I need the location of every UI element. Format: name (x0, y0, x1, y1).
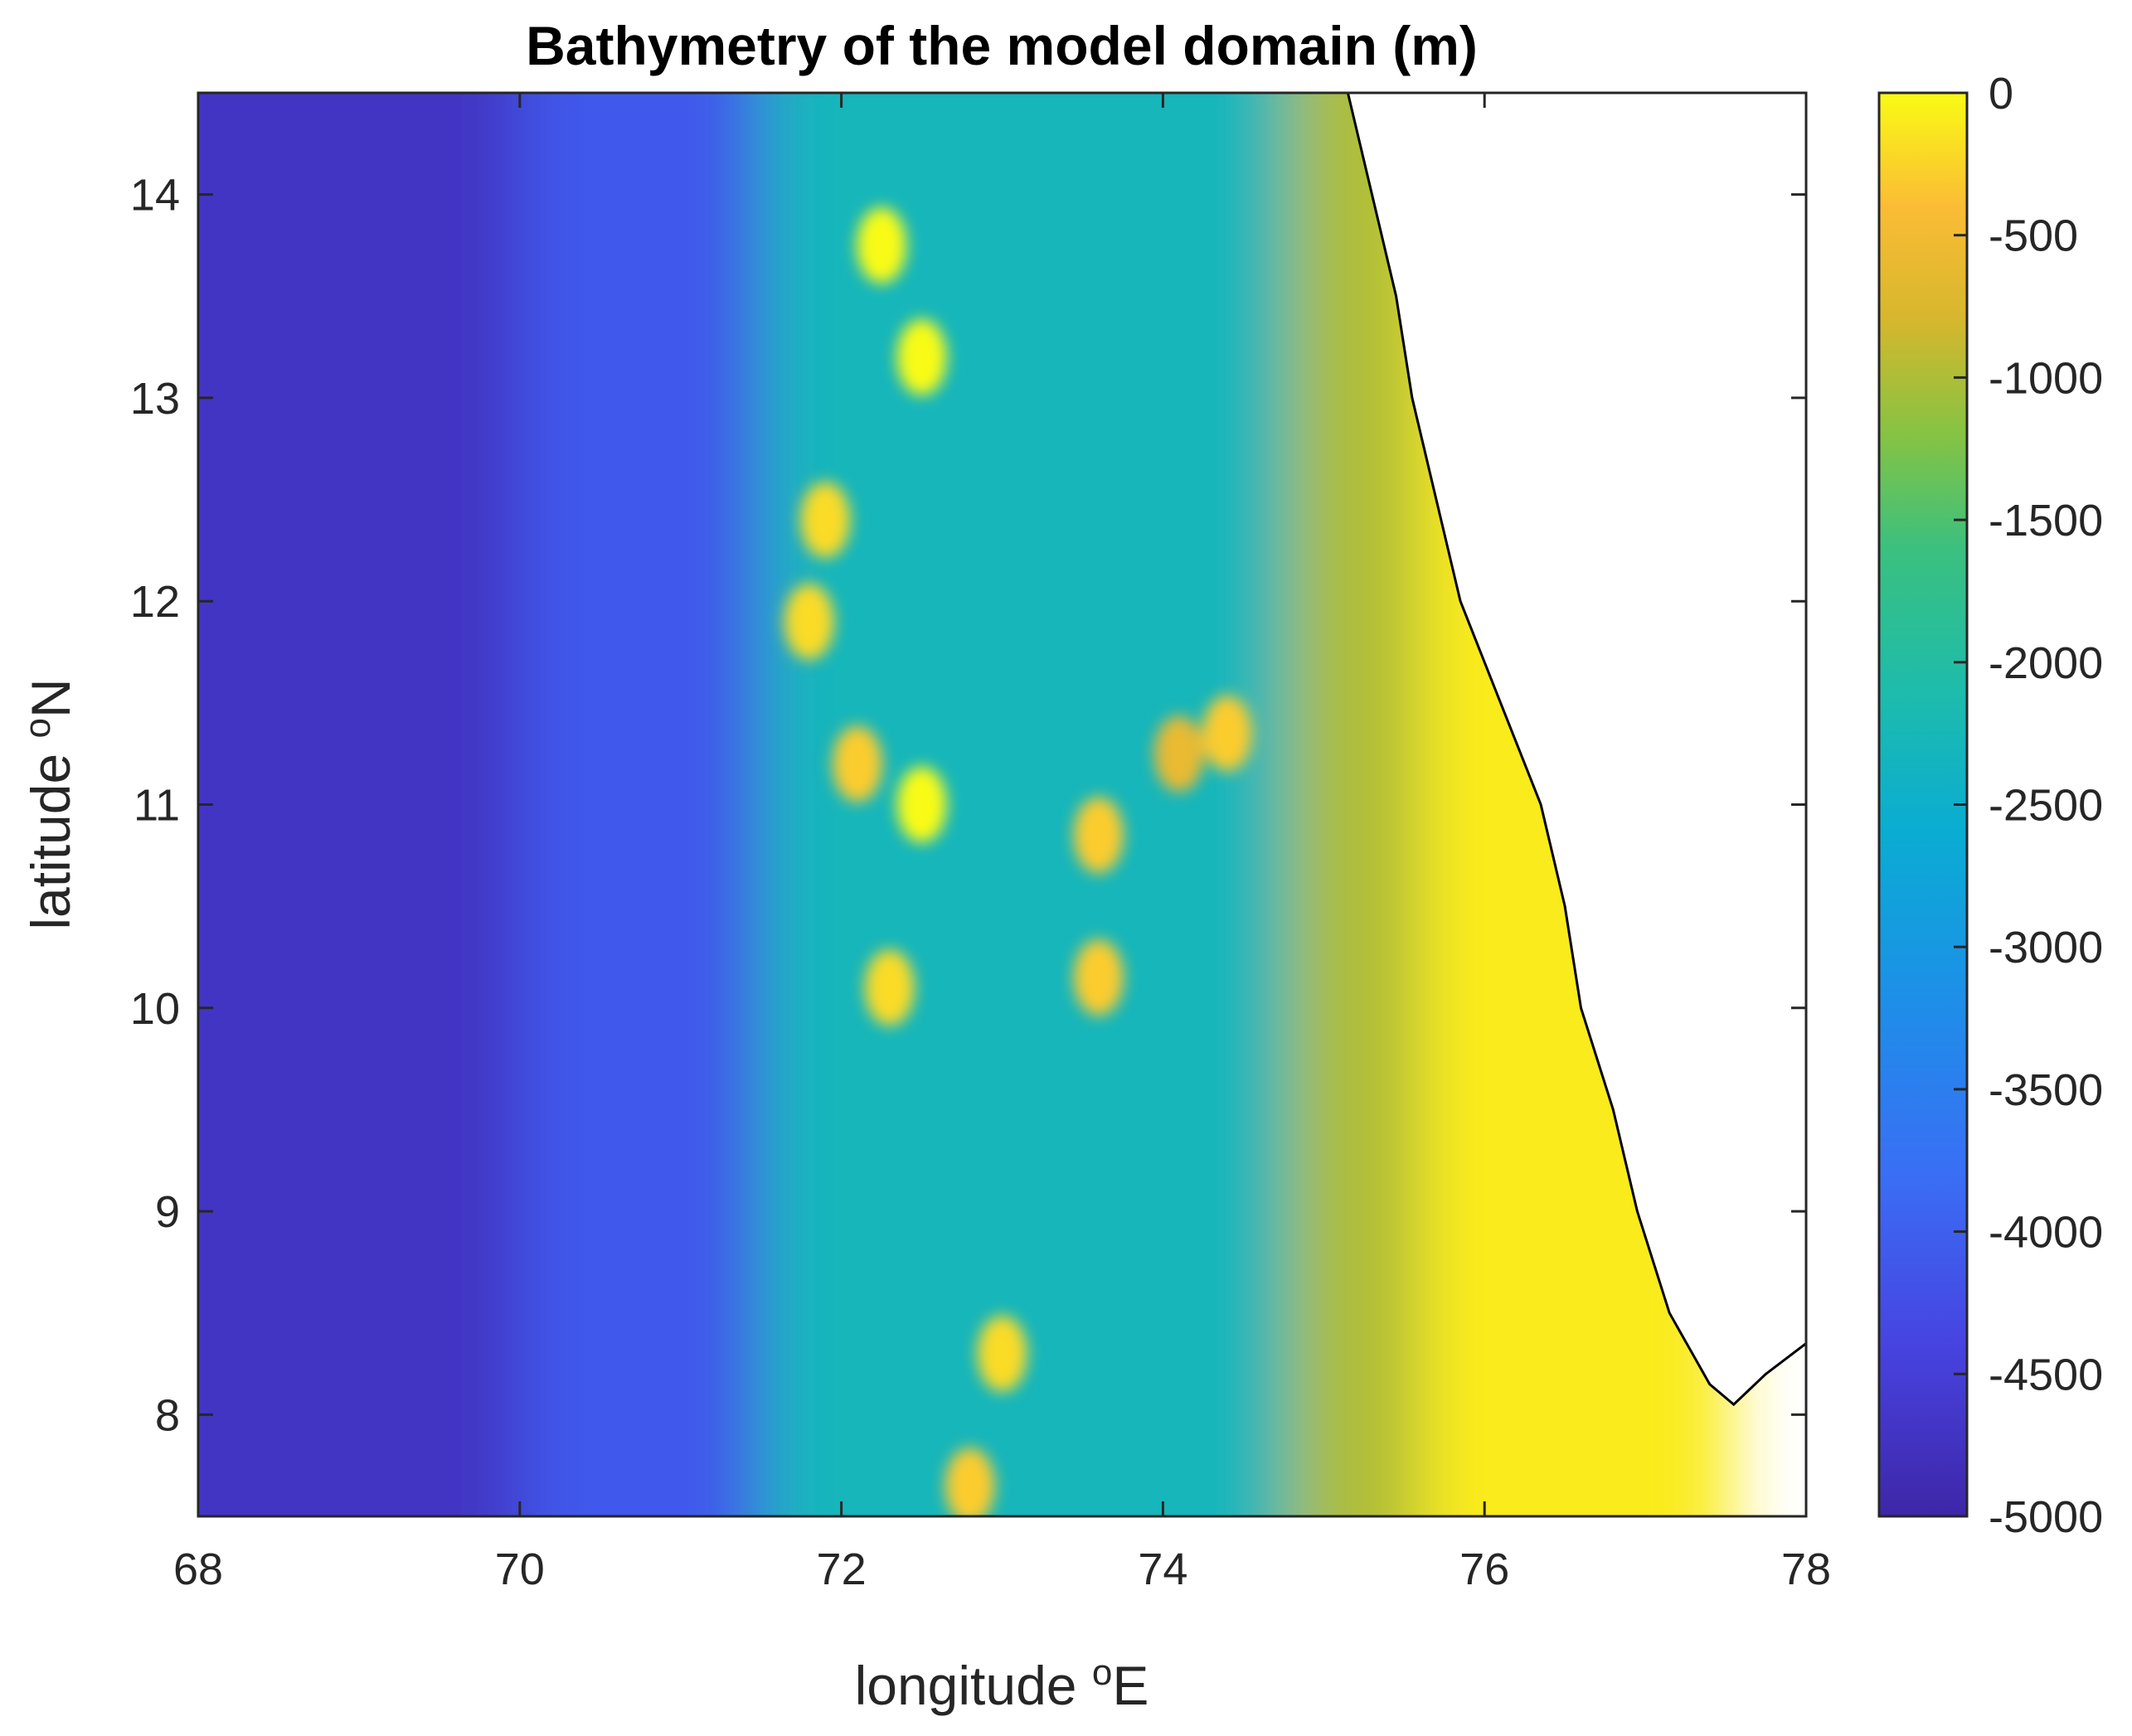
x-axis-label-degree: o (1092, 1652, 1112, 1693)
seamount (977, 1315, 1027, 1392)
x-tick-label: 74 (1138, 1544, 1187, 1594)
seamount (896, 318, 947, 395)
seamount (945, 1447, 995, 1516)
y-axis-label: latitude oN (17, 678, 81, 929)
x-axis-label: longitude oE (855, 1652, 1149, 1716)
seamount (896, 766, 947, 843)
x-axis-label-text: longitude (855, 1655, 1092, 1716)
seamount (857, 206, 907, 284)
x-tick-label: 78 (1781, 1544, 1831, 1594)
depth-band (1291, 93, 1421, 1516)
x-tick-label: 70 (495, 1544, 545, 1594)
seamount (1073, 938, 1124, 1016)
colorbar-tick-label: -4000 (1989, 1208, 2103, 1258)
y-tick-label: 8 (155, 1390, 180, 1440)
seamount (1073, 797, 1124, 874)
seamount (864, 949, 915, 1026)
colorbar-tick-label: -3000 (1989, 923, 2103, 972)
x-tick-label: 76 (1459, 1544, 1509, 1594)
depth-band (519, 93, 761, 1516)
land-mask (1348, 93, 1806, 1405)
x-tick-label: 68 (173, 1544, 223, 1594)
colorbar-tick-label: -1500 (1989, 496, 2103, 546)
colorbar (1877, 91, 1969, 1518)
colorbar-tick-label: -4500 (1989, 1350, 2103, 1399)
y-tick-label: 12 (130, 577, 180, 627)
bathymetry-field (198, 93, 1806, 1516)
x-axis-label-suffix: E (1112, 1655, 1149, 1716)
colorbar-tick-label: -3500 (1989, 1065, 2103, 1115)
y-tick-label: 10 (130, 984, 180, 1034)
y-tick-label: 11 (134, 781, 180, 831)
y-tick-label: 9 (155, 1187, 180, 1237)
coastline (1346, 93, 1806, 1407)
y-axis-label-degree: o (17, 718, 58, 738)
colorbar-tick-label: 0 (1989, 69, 2013, 119)
seamount (1153, 715, 1204, 793)
y-tick-label: 13 (130, 374, 180, 424)
depth-band (760, 93, 1292, 1516)
colorbar-tick-label: -1000 (1989, 353, 2103, 403)
seamount (1202, 695, 1252, 772)
x-axis-ticks: 68 70 72 74 76 78 (173, 93, 1831, 1594)
seamount-features (784, 206, 1252, 1516)
y-axis-label-text: latitude (20, 738, 81, 929)
x-tick-label: 72 (817, 1544, 867, 1594)
y-tick-label: 14 (130, 171, 180, 221)
colorbar-tick-label: -2500 (1989, 781, 2103, 831)
colorbar-tick-label: -5000 (1989, 1492, 2103, 1542)
y-axis-ticks: 8 9 10 11 12 13 14 (130, 171, 1806, 1440)
colorbar-tick-label: -2000 (1989, 638, 2103, 688)
colorbar-tick-label: -500 (1989, 211, 2078, 261)
colorbar-ticks: 0 -500 -1000 -1500 -2000 -2500 -3000 -3500 -4000… (1954, 69, 2103, 1542)
seamount (784, 583, 834, 660)
seamount (832, 725, 882, 803)
seamount (800, 482, 851, 559)
depth-band (198, 93, 520, 1516)
y-axis-label-suffix: N (20, 678, 81, 718)
chart-title: Bathymetry of the model domain (m) (526, 15, 1478, 76)
